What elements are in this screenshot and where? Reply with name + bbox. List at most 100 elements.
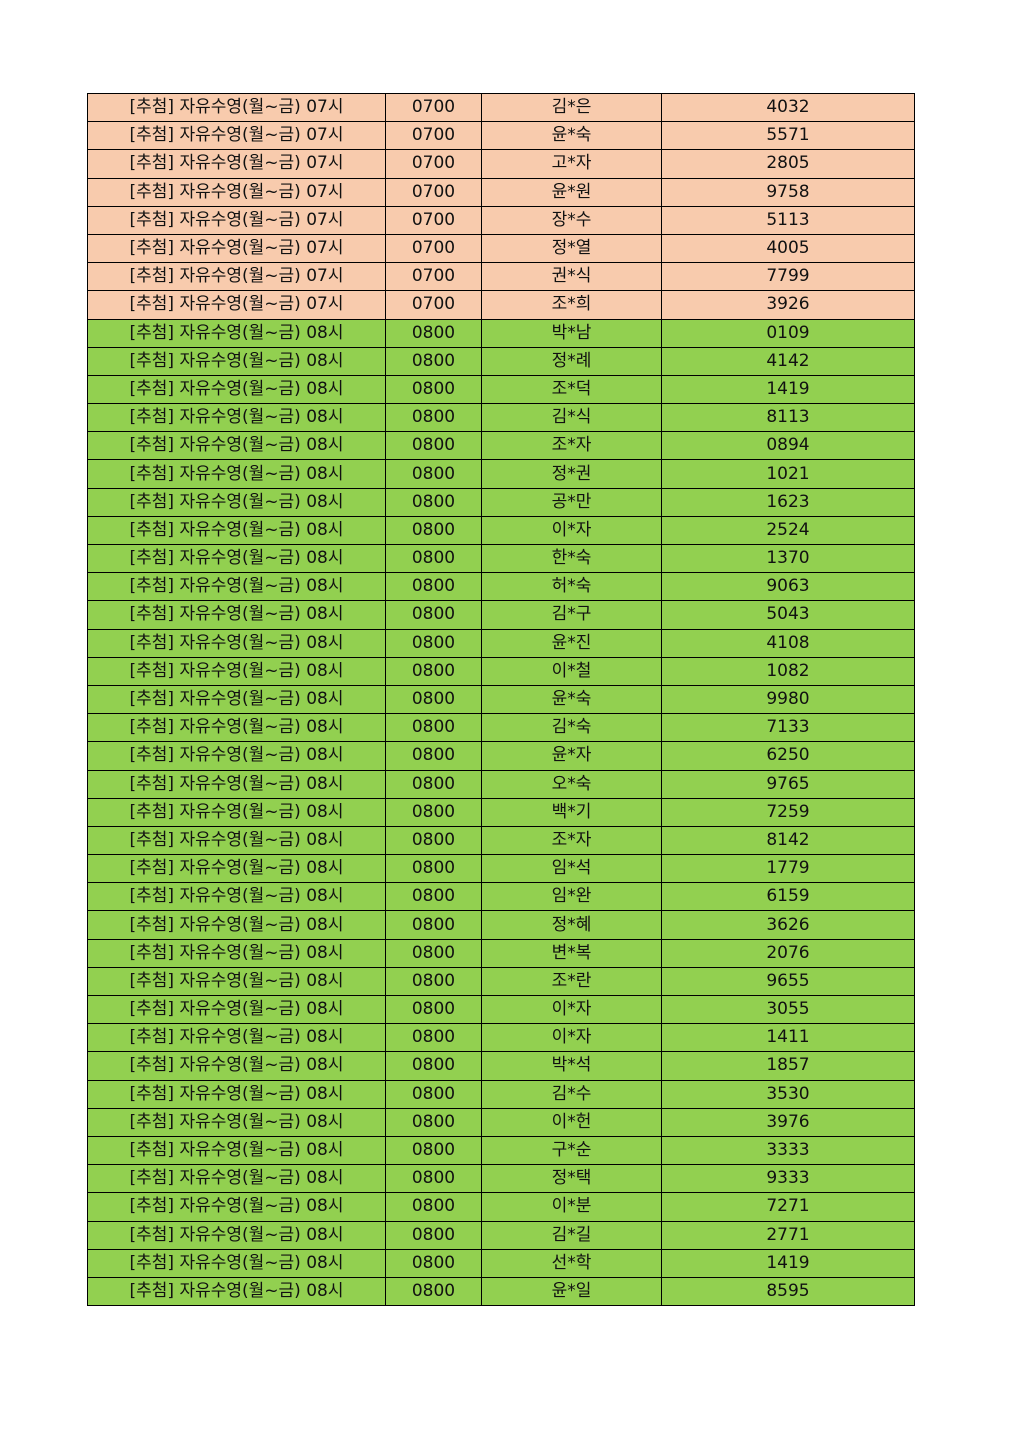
number-cell: 5043 [661, 600, 915, 630]
program-cell: [추첨] 자유수영(월~금) 07시 [87, 233, 386, 264]
program-cell: [추첨] 자유수영(월~금) 08시 [87, 854, 386, 884]
time-code-cell: 0800 [385, 1023, 482, 1053]
time-code-cell: 0800 [385, 1192, 482, 1222]
name-cell: 김*구 [481, 600, 662, 630]
table-row: [추첨] 자유수영(월~금) 08시 0800 박*남 0109 [87, 318, 915, 348]
name-cell: 정*혜 [481, 910, 662, 940]
number-cell: 2076 [661, 938, 915, 968]
program-cell: [추첨] 자유수영(월~금) 08시 [87, 318, 386, 348]
table-row: [추첨] 자유수영(월~금) 08시 0800 이*헌 3976 [87, 1107, 915, 1137]
name-cell: 임*완 [481, 882, 662, 912]
program-cell: [추첨] 자유수영(월~금) 07시 [87, 177, 386, 207]
name-cell: 이*자 [481, 515, 662, 546]
time-code-cell: 0800 [385, 797, 482, 827]
number-cell: 1370 [661, 543, 915, 574]
time-code-cell: 0700 [385, 121, 482, 151]
number-cell: 8113 [661, 403, 915, 433]
time-code-cell: 0800 [385, 1276, 482, 1307]
name-cell: 조*자 [481, 825, 662, 856]
table-row: [추첨] 자유수영(월~금) 08시 0800 윤*일 8595 [87, 1276, 915, 1307]
program-cell: [추첨] 자유수영(월~금) 08시 [87, 994, 386, 1025]
number-cell: 9765 [661, 769, 915, 799]
program-cell: [추첨] 자유수영(월~금) 08시 [87, 741, 386, 771]
program-cell: [추첨] 자유수영(월~금) 08시 [87, 487, 386, 517]
time-code-cell: 0800 [385, 374, 482, 405]
program-cell: [추첨] 자유수영(월~금) 08시 [87, 713, 386, 743]
program-cell: [추첨] 자유수영(월~금) 08시 [87, 684, 386, 715]
time-code-cell: 0800 [385, 346, 482, 376]
time-code-cell: 0800 [385, 1220, 482, 1250]
number-cell: 3055 [661, 994, 915, 1025]
table-row: [추첨] 자유수영(월~금) 08시 0800 조*란 9655 [87, 966, 915, 997]
program-cell: [추첨] 자유수영(월~금) 08시 [87, 882, 386, 912]
program-cell: [추첨] 자유수영(월~금) 08시 [87, 374, 386, 405]
name-cell: 김*숙 [481, 713, 662, 743]
program-cell: [추첨] 자유수영(월~금) 08시 [87, 825, 386, 856]
time-code-cell: 0800 [385, 487, 482, 517]
table-row: [추첨] 자유수영(월~금) 07시 0700 윤*원 9758 [87, 177, 915, 207]
program-cell: [추첨] 자유수영(월~금) 07시 [87, 262, 386, 292]
name-cell: 박*석 [481, 1051, 662, 1081]
table-row: [추첨] 자유수영(월~금) 08시 0800 김*길 2771 [87, 1220, 915, 1250]
program-cell: [추첨] 자유수영(월~금) 07시 [87, 149, 386, 179]
name-cell: 윤*원 [481, 177, 662, 207]
time-code-cell: 0800 [385, 910, 482, 940]
name-cell: 이*헌 [481, 1107, 662, 1137]
name-cell: 윤*진 [481, 628, 662, 658]
time-code-cell: 0800 [385, 684, 482, 715]
table-row: [추첨] 자유수영(월~금) 08시 0800 김*구 5043 [87, 600, 915, 630]
program-cell: [추첨] 자유수영(월~금) 08시 [87, 600, 386, 630]
number-cell: 0109 [661, 318, 915, 348]
table-row: [추첨] 자유수영(월~금) 08시 0800 허*숙 9063 [87, 572, 915, 602]
table-row: [추첨] 자유수영(월~금) 07시 0700 조*희 3926 [87, 290, 915, 320]
number-cell: 1082 [661, 656, 915, 686]
program-cell: [추첨] 자유수영(월~금) 08시 [87, 1164, 386, 1194]
name-cell: 백*기 [481, 797, 662, 827]
lottery-results-table: [추첨] 자유수영(월~금) 07시 0700 김*은 4032 [추첨] 자유수영(월… [87, 92, 915, 1307]
name-cell: 조*자 [481, 431, 662, 461]
table-row: [추첨] 자유수영(월~금) 08시 0800 정*권 1021 [87, 459, 915, 489]
time-code-cell: 0800 [385, 994, 482, 1025]
table-row: [추첨] 자유수영(월~금) 07시 0700 고*자 2805 [87, 149, 915, 179]
number-cell: 3976 [661, 1107, 915, 1137]
program-cell: [추첨] 자유수영(월~금) 08시 [87, 543, 386, 574]
name-cell: 조*희 [481, 290, 662, 320]
number-cell: 7133 [661, 713, 915, 743]
name-cell: 변*복 [481, 938, 662, 968]
table-row: [추첨] 자유수영(월~금) 07시 0700 윤*숙 5571 [87, 121, 915, 151]
number-cell: 7271 [661, 1192, 915, 1222]
time-code-cell: 0800 [385, 403, 482, 433]
name-cell: 고*자 [481, 149, 662, 179]
number-cell: 9655 [661, 966, 915, 997]
time-code-cell: 0800 [385, 713, 482, 743]
number-cell: 6159 [661, 882, 915, 912]
number-cell: 6250 [661, 741, 915, 771]
table-row: [추첨] 자유수영(월~금) 08시 0800 이*분 7271 [87, 1192, 915, 1222]
table-row: [추첨] 자유수영(월~금) 08시 0800 윤*진 4108 [87, 628, 915, 658]
time-code-cell: 0800 [385, 459, 482, 489]
number-cell: 7259 [661, 797, 915, 827]
program-cell: [추첨] 자유수영(월~금) 08시 [87, 572, 386, 602]
program-cell: [추첨] 자유수영(월~금) 07시 [87, 92, 386, 123]
number-cell: 8595 [661, 1276, 915, 1307]
time-code-cell: 0700 [385, 149, 482, 179]
table-row: [추첨] 자유수영(월~금) 07시 0700 장*수 5113 [87, 205, 915, 235]
program-cell: [추첨] 자유수영(월~금) 07시 [87, 205, 386, 235]
number-cell: 5113 [661, 205, 915, 235]
table-row: [추첨] 자유수영(월~금) 08시 0800 조*자 8142 [87, 825, 915, 856]
name-cell: 이*자 [481, 994, 662, 1025]
table-row: [추첨] 자유수영(월~금) 08시 0800 이*철 1082 [87, 656, 915, 686]
number-cell: 2771 [661, 1220, 915, 1250]
name-cell: 김*수 [481, 1079, 662, 1109]
name-cell: 이*분 [481, 1192, 662, 1222]
time-code-cell: 0700 [385, 205, 482, 235]
number-cell: 4142 [661, 346, 915, 376]
number-cell: 1623 [661, 487, 915, 517]
table-row: [추첨] 자유수영(월~금) 08시 0800 임*완 6159 [87, 882, 915, 912]
name-cell: 윤*숙 [481, 684, 662, 715]
time-code-cell: 0800 [385, 1248, 482, 1278]
table-row: [추첨] 자유수영(월~금) 07시 0700 정*열 4005 [87, 233, 915, 264]
number-cell: 3530 [661, 1079, 915, 1109]
name-cell: 임*석 [481, 854, 662, 884]
name-cell: 권*식 [481, 262, 662, 292]
